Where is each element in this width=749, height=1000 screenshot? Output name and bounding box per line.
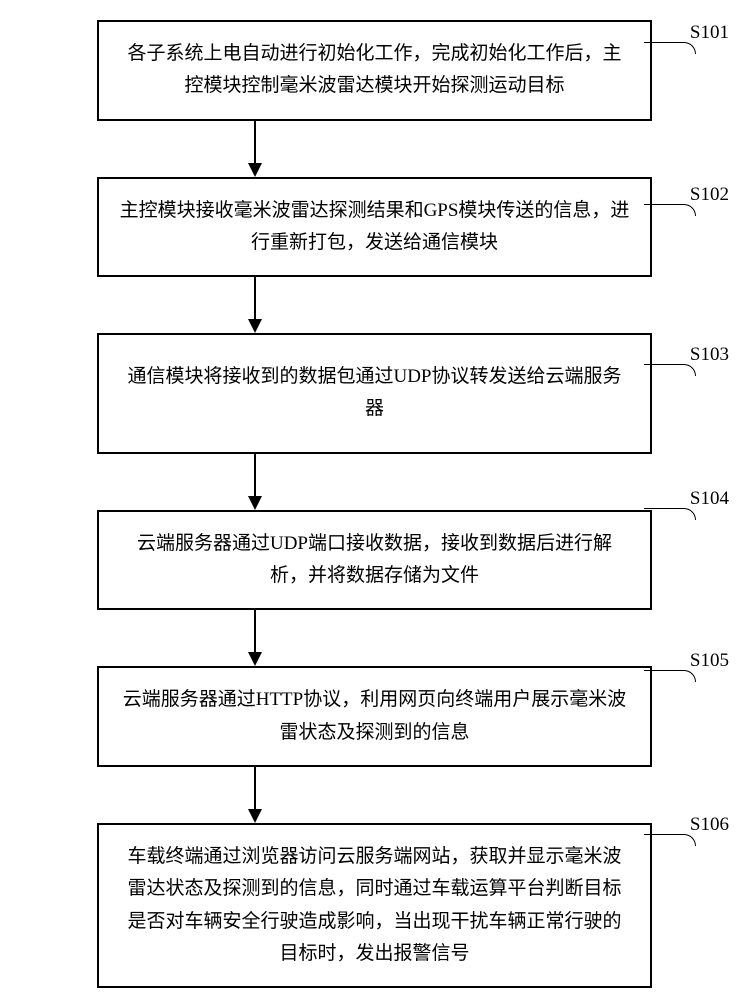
arrow-head: [248, 652, 262, 666]
label-text-6: S106: [690, 814, 729, 835]
arrow-1: [248, 121, 262, 177]
step-text-6: 车载终端通过浏览器访问云服务端网站，获取并显示毫米波雷达状态及探测到的信息，同时…: [119, 841, 630, 970]
step-wrapper-2: 主控模块接收毫米波雷达探测结果和GPS模块传送的信息，进行重新打包，发送给通信模…: [0, 177, 749, 334]
connector-2: [644, 204, 684, 205]
arrow-head: [248, 319, 262, 333]
arrow-line: [254, 277, 256, 319]
arrow-line: [254, 454, 256, 496]
step-box-6: 车载终端通过浏览器访问云服务端网站，获取并显示毫米波雷达状态及探测到的信息，同时…: [97, 823, 652, 988]
label-text-1: S101: [690, 22, 729, 43]
step-box-2: 主控模块接收毫米波雷达探测结果和GPS模块传送的信息，进行重新打包，发送给通信模…: [97, 177, 652, 278]
label-text-5: S105: [690, 650, 729, 671]
step-label-2: S102: [690, 184, 729, 206]
step-wrapper-6: 车载终端通过浏览器访问云服务端网站，获取并显示毫米波雷达状态及探测到的信息，同时…: [0, 823, 749, 988]
step-label-5: S105: [690, 650, 729, 672]
step-label-6: S106: [690, 814, 729, 836]
step-label-3: S103: [690, 344, 729, 366]
arrow-head: [248, 163, 262, 177]
step-box-1: 各子系统上电自动进行初始化工作，完成初始化工作后，主控模块控制毫米波雷达模块开始…: [97, 20, 652, 121]
arrow-4: [248, 610, 262, 666]
step-wrapper-1: 各子系统上电自动进行初始化工作，完成初始化工作后，主控模块控制毫米波雷达模块开始…: [0, 20, 749, 177]
step-text-2: 主控模块接收毫米波雷达探测结果和GPS模块传送的信息，进行重新打包，发送给通信模…: [119, 195, 630, 260]
connector-3: [644, 364, 684, 365]
step-box-4: 云端服务器通过UDP端口接收数据，接收到数据后进行解析，并将数据存储为文件: [97, 510, 652, 611]
step-label-4: S104: [690, 488, 729, 510]
arrow-3: [248, 454, 262, 510]
label-text-2: S102: [690, 184, 729, 205]
label-text-4: S104: [690, 488, 729, 509]
connector-6: [644, 834, 684, 835]
step-label-1: S101: [690, 22, 729, 44]
connector-1: [644, 42, 684, 43]
step-text-4: 云端服务器通过UDP端口接收数据，接收到数据后进行解析，并将数据存储为文件: [119, 528, 630, 593]
connector-4: [644, 508, 684, 509]
arrow-2: [248, 277, 262, 333]
step-wrapper-4: 云端服务器通过UDP端口接收数据，接收到数据后进行解析，并将数据存储为文件: [0, 510, 749, 667]
arrow-5: [248, 767, 262, 823]
arrow-line: [254, 121, 256, 163]
step-text-1: 各子系统上电自动进行初始化工作，完成初始化工作后，主控模块控制毫米波雷达模块开始…: [119, 38, 630, 103]
connector-5: [644, 670, 684, 671]
arrow-line: [254, 767, 256, 809]
step-text-3: 通信模块将接收到的数据包通过UDP协议转发送给云端服务器: [119, 361, 630, 426]
step-wrapper-5: 云端服务器通过HTTP协议，利用网页向终端用户展示毫米波雷状态及探测到的信息: [0, 666, 749, 823]
arrow-head: [248, 496, 262, 510]
step-box-3: 通信模块将接收到的数据包通过UDP协议转发送给云端服务器: [97, 333, 652, 454]
step-text-5: 云端服务器通过HTTP协议，利用网页向终端用户展示毫米波雷状态及探测到的信息: [119, 684, 630, 749]
flowchart-container: 各子系统上电自动进行初始化工作，完成初始化工作后，主控模块控制毫米波雷达模块开始…: [0, 20, 749, 988]
arrow-line: [254, 610, 256, 652]
arrow-head: [248, 809, 262, 823]
label-text-3: S103: [690, 344, 729, 365]
step-box-5: 云端服务器通过HTTP协议，利用网页向终端用户展示毫米波雷状态及探测到的信息: [97, 666, 652, 767]
step-wrapper-3: 通信模块将接收到的数据包通过UDP协议转发送给云端服务器: [0, 333, 749, 510]
